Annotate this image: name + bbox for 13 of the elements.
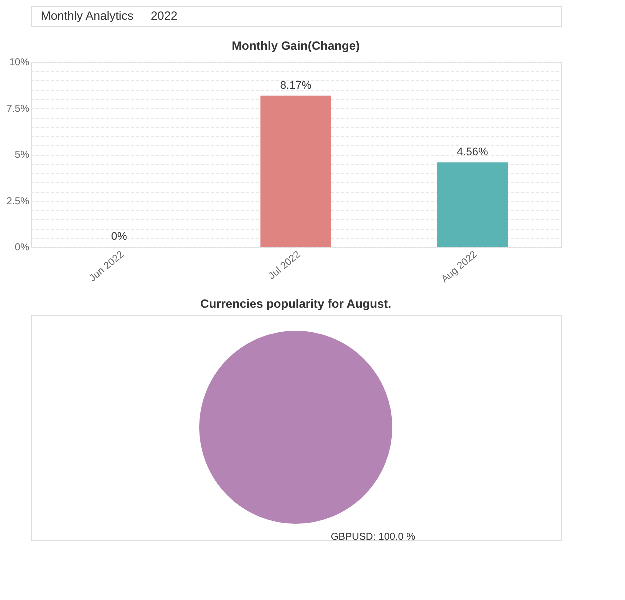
- chart-title: Monthly Gain(Change): [232, 39, 360, 53]
- data-label: 0%: [111, 231, 128, 243]
- y-tick-label: 2.5%: [6, 196, 30, 208]
- data-label: 4.56%: [457, 146, 488, 159]
- text: 2022: [151, 9, 178, 23]
- y-tick-label: 5%: [15, 150, 30, 161]
- data-label: 8.17%: [280, 80, 312, 92]
- slice-label: GBPUSD: 100.0 %: [331, 532, 416, 543]
- y-tick-label: 10%: [9, 58, 30, 68]
- y-tick-label: 7.5%: [6, 104, 30, 115]
- y-tick-label: 0%: [15, 242, 30, 254]
- text: Monthly Analytics: [41, 9, 134, 23]
- chart-title: Currencies popularity for August.: [200, 297, 392, 311]
